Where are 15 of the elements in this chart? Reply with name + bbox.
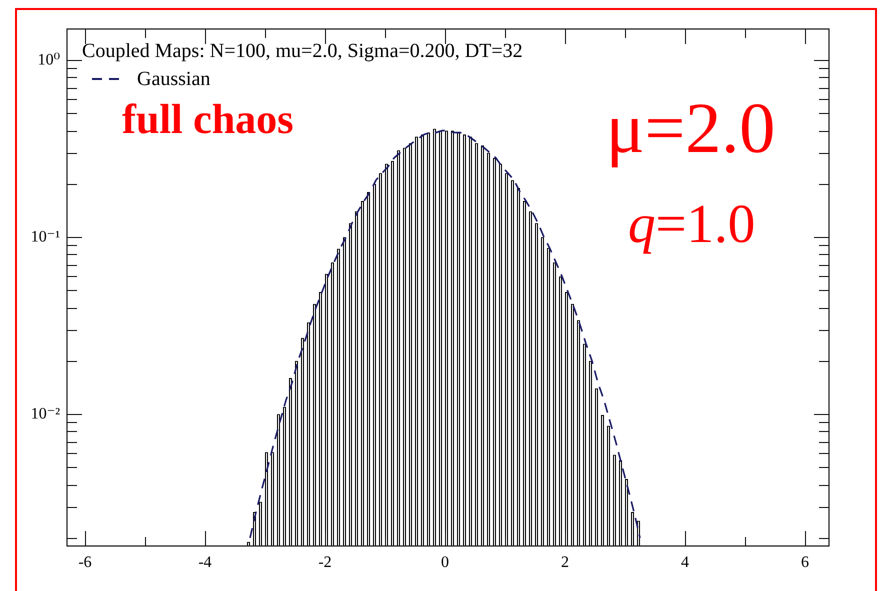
annotation: μ=2.0 [606,88,776,168]
annotation: full chaos [122,97,294,143]
x-tick-label: -2 [318,554,332,571]
y-tick-label: 10⁻² [30,405,60,422]
legend-label: Gaussian [137,68,210,90]
x-tick-label: 4 [681,554,689,571]
x-tick-label: -4 [198,554,212,571]
x-tick-label: -6 [78,554,92,571]
x-tick-label: 2 [561,554,569,571]
x-tick-label: 0 [441,554,449,571]
y-tick-label: 10⁻¹ [30,228,60,246]
x-tick-label: 6 [801,554,809,571]
y-tick-label: 10⁰ [38,51,60,68]
annotation: q=1.0 [628,193,756,254]
legend-title: Coupled Maps: N=100, mu=2.0, Sigma=0.200, DT=32 [82,40,523,62]
